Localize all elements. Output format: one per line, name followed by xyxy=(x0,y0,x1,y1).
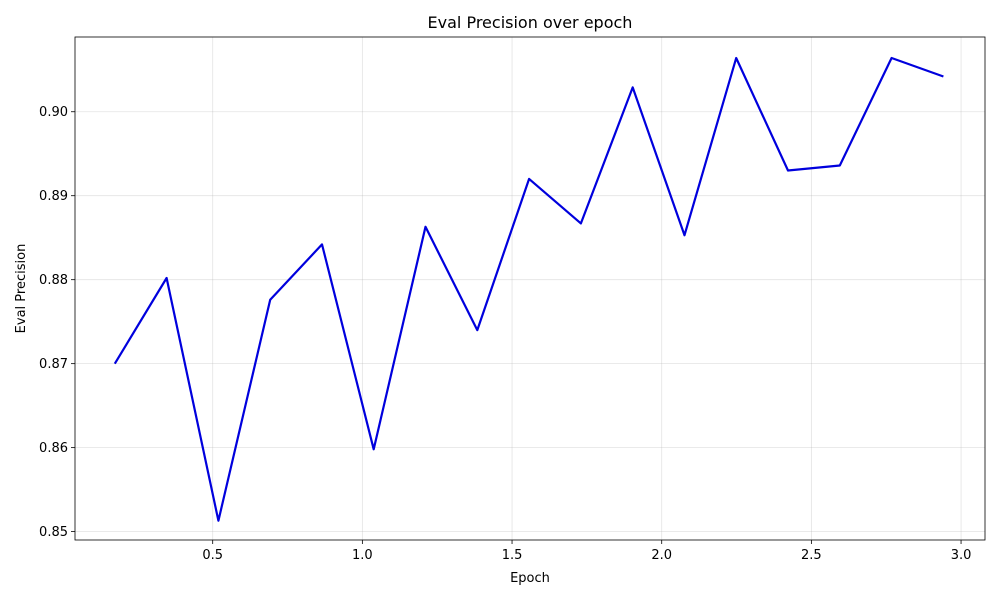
y-tick-label: 0.86 xyxy=(39,441,68,456)
x-tick-label: 1.0 xyxy=(352,548,373,563)
x-tick-label: 2.0 xyxy=(651,548,672,563)
tick-layer: 0.5 1.0 1.5 2.0 2.5 3.0 0.85 0.86 0.87 0.88 0.89 0.… xyxy=(39,105,971,563)
y-tick-label: 0.88 xyxy=(39,273,68,288)
x-axis-label: Epoch xyxy=(510,571,550,586)
x-tick-label: 1.5 xyxy=(502,548,523,563)
series-line xyxy=(113,56,944,522)
x-tick-label: 2.5 xyxy=(801,548,822,563)
x-tick-label: 3.0 xyxy=(951,548,972,563)
y-tick-label: 0.89 xyxy=(39,189,68,204)
y-axis-label: Eval Precision xyxy=(14,244,29,334)
y-tick-label: 0.87 xyxy=(39,357,68,372)
x-tick-label: 0.5 xyxy=(202,548,223,563)
y-tick-label: 0.85 xyxy=(39,525,68,540)
y-tick-label: 0.90 xyxy=(39,105,68,120)
plot-frame xyxy=(74,36,986,541)
chart-title: Eval Precision over epoch xyxy=(428,13,633,32)
series-layer xyxy=(113,56,944,522)
grid-layer xyxy=(75,37,985,540)
